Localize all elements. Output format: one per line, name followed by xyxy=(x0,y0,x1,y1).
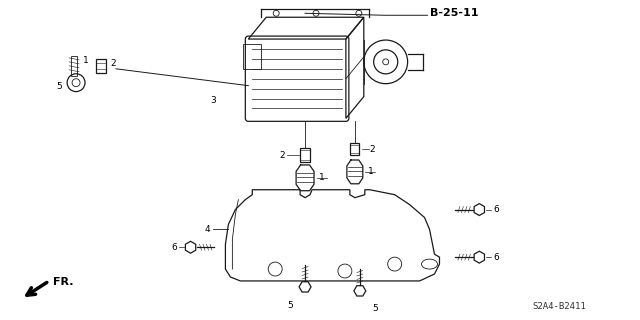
Bar xyxy=(96,59,106,73)
Text: 1: 1 xyxy=(368,167,374,176)
Text: S2A4-B2411: S2A4-B2411 xyxy=(532,302,586,311)
Text: 3: 3 xyxy=(211,96,216,105)
Text: 4: 4 xyxy=(205,225,211,234)
Text: 6: 6 xyxy=(171,243,177,252)
Bar xyxy=(71,56,77,76)
Text: 6: 6 xyxy=(493,205,499,214)
Text: 5: 5 xyxy=(56,82,62,91)
Bar xyxy=(243,44,261,69)
Text: 1: 1 xyxy=(83,56,89,65)
Text: 5: 5 xyxy=(372,304,378,313)
Text: 2: 2 xyxy=(280,150,285,160)
Text: 6: 6 xyxy=(493,253,499,262)
Text: 5: 5 xyxy=(287,301,293,310)
Bar xyxy=(350,143,359,155)
Text: B-25-11: B-25-11 xyxy=(429,8,478,18)
Text: 1: 1 xyxy=(319,173,324,182)
Bar xyxy=(300,148,310,162)
Text: 2: 2 xyxy=(110,59,116,68)
Text: FR.: FR. xyxy=(53,277,74,287)
Text: 2: 2 xyxy=(370,145,376,154)
